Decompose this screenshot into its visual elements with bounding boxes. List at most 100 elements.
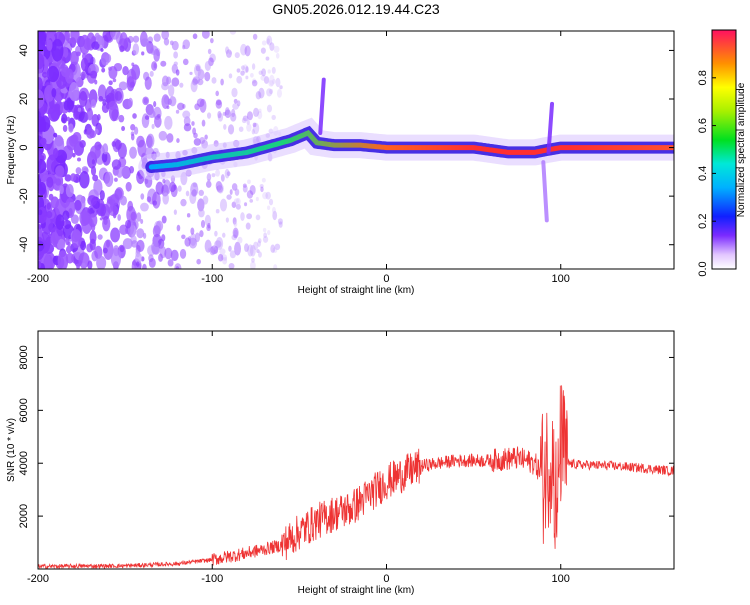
colorbar-tick-label: 0.0 (697, 261, 709, 276)
colorbar-ticks: 0.0 0.2 0.4 0.6 0.8 (697, 70, 716, 277)
noise-cell (166, 105, 170, 110)
noise-cell (258, 108, 262, 113)
noise-cell (87, 67, 91, 74)
noise-cell (188, 237, 198, 249)
noise-cell (78, 111, 89, 123)
noise-cell (164, 247, 173, 260)
noise-cell (247, 179, 251, 184)
noise-cell (182, 44, 186, 50)
noise-cell (269, 74, 275, 86)
noise-cell (53, 132, 58, 138)
noise-cell (89, 70, 98, 79)
noise-cell (232, 227, 239, 239)
noise-cell (79, 139, 86, 148)
noise-cell (114, 188, 123, 200)
noise-cell (119, 32, 128, 49)
noise-cell (169, 96, 177, 107)
noise-cell (98, 95, 104, 102)
noise-cell (161, 75, 169, 87)
noise-cell (176, 138, 180, 143)
y-tick-label: -40 (18, 237, 30, 253)
noise-cell (229, 189, 233, 195)
spectrogram-y-label: Frequency (Hz) (6, 116, 17, 185)
noise-cell (67, 241, 71, 247)
noise-cell (157, 113, 161, 119)
noise-cell (38, 53, 45, 70)
noise-cell (225, 217, 229, 223)
noise-cell (125, 219, 132, 229)
noise-cell (167, 259, 174, 267)
noise-cell (65, 183, 74, 198)
noise-cell (70, 173, 77, 182)
noise-cell (192, 33, 198, 40)
noise-cell (211, 173, 216, 178)
noise-cell (57, 238, 66, 251)
noise-cell (94, 79, 98, 85)
noise-cell (238, 126, 244, 132)
noise-cell (210, 38, 214, 44)
noise-cell (229, 250, 236, 259)
noise-cell (266, 35, 273, 46)
noise-cell (267, 229, 271, 236)
noise-cell (140, 218, 144, 224)
noise-cell (252, 78, 257, 84)
noise-cell (246, 119, 250, 125)
noise-cell (257, 240, 261, 248)
noise-cell (154, 115, 162, 128)
noise-cell (136, 228, 145, 239)
noise-cell (173, 209, 177, 215)
noise-cell (80, 240, 87, 251)
noise-cell (232, 103, 239, 110)
noise-cell (163, 179, 171, 195)
noise-cell (231, 234, 238, 241)
noise-cell (245, 66, 249, 73)
noise-cell (55, 214, 65, 230)
y-tick-label: 8000 (18, 345, 30, 369)
noise-cell (100, 48, 104, 52)
noise-cell (122, 65, 129, 76)
noise-cell (77, 107, 82, 112)
noise-cell (176, 224, 181, 232)
noise-cell (226, 194, 232, 200)
noise-cell (96, 255, 107, 269)
noise-cell (244, 45, 251, 57)
noise-cell (242, 115, 249, 122)
noise-cell (121, 166, 131, 178)
noise-cell (258, 251, 262, 258)
noise-cell (102, 247, 108, 254)
spectrogram-y-ticks: -40 -20 0 20 40 (18, 44, 674, 253)
noise-cell (206, 173, 212, 182)
noise-cell (234, 241, 242, 256)
noise-cell (171, 40, 179, 51)
noise-cell (121, 126, 126, 132)
noise-cell (198, 189, 204, 196)
noise-cell (91, 41, 100, 50)
ridge-core (148, 130, 674, 170)
noise-cell (197, 78, 204, 86)
noise-cell (166, 133, 174, 143)
noise-cell (233, 229, 238, 238)
noise-cell (215, 90, 219, 97)
noise-cell (273, 264, 278, 269)
noise-cell (54, 103, 61, 111)
noise-cell (56, 60, 66, 69)
noise-cell (206, 112, 212, 119)
noise-cell (250, 72, 254, 78)
noise-cell (86, 107, 94, 121)
colorbar-tick-label: 0.2 (697, 214, 709, 229)
noise-cell (59, 185, 64, 195)
noise-cell (237, 236, 243, 244)
noise-cell (244, 243, 249, 253)
noise-cell (118, 81, 128, 91)
noise-cell (48, 193, 54, 201)
noise-cell (97, 113, 101, 121)
noise-cell (190, 182, 199, 197)
noise-cell (236, 68, 241, 73)
noise-cell (161, 234, 166, 242)
noise-cell (177, 185, 182, 192)
noise-cell (38, 260, 42, 269)
noise-cell (230, 112, 237, 122)
noise-cell (65, 68, 74, 84)
noise-cell (268, 80, 274, 87)
